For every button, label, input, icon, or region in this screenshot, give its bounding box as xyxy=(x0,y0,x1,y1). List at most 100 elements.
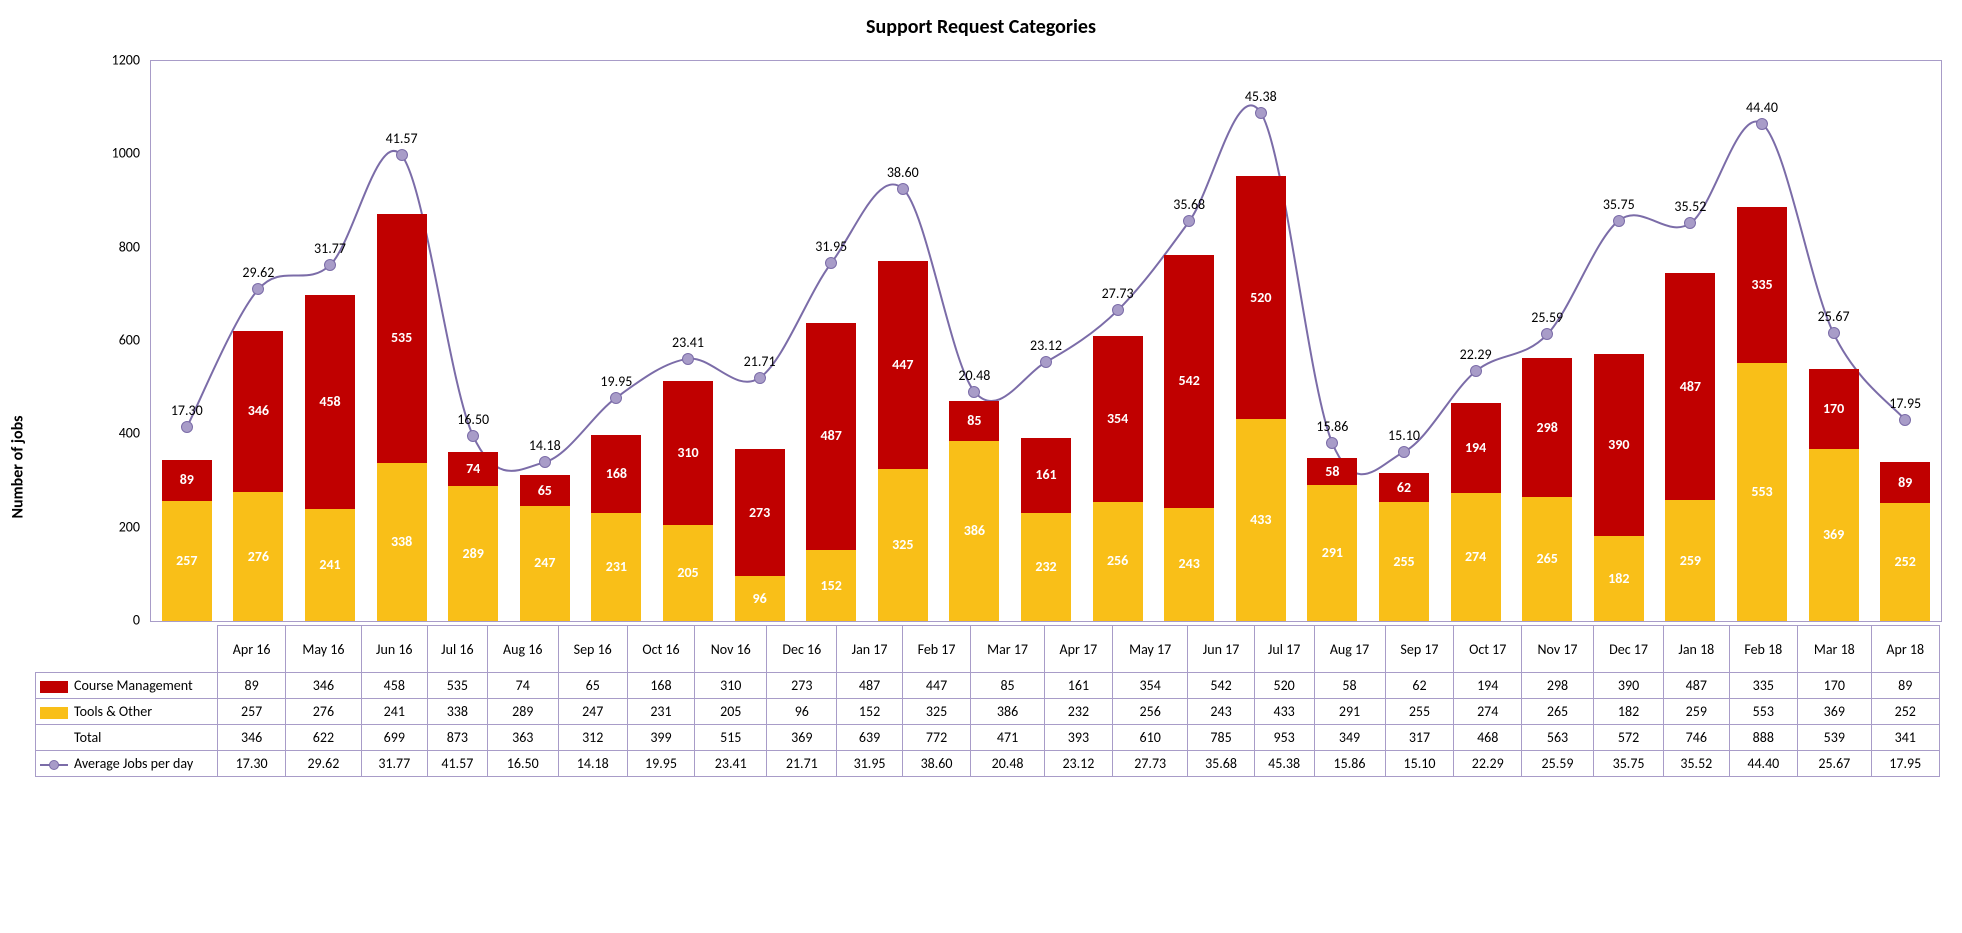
bar-value-label: 298 xyxy=(1522,419,1572,436)
line-value-label: 17.30 xyxy=(171,402,203,419)
y-tick: 1000 xyxy=(112,145,140,162)
table-cell: 256 xyxy=(1113,699,1188,725)
bar-value-label: 291 xyxy=(1307,544,1357,561)
legend-cell: Total xyxy=(36,725,218,751)
legend-label: Total xyxy=(74,729,101,746)
line-marker xyxy=(968,386,980,398)
bar-value-label: 247 xyxy=(520,554,570,571)
line-value-label: 19.95 xyxy=(600,373,632,390)
table-cell: 25.67 xyxy=(1798,751,1871,777)
y-axis-label: Number of jobs xyxy=(9,415,28,518)
line-value-label: 27.73 xyxy=(1102,285,1134,302)
table-cell: 255 xyxy=(1385,699,1454,725)
table-cell: 243 xyxy=(1188,699,1254,725)
category-header: May 16 xyxy=(286,626,361,673)
table-cell: 205 xyxy=(695,699,767,725)
line-value-label: 23.12 xyxy=(1030,337,1062,354)
table-cell: 41.57 xyxy=(427,751,487,777)
category-header: Apr 17 xyxy=(1044,626,1112,673)
table-cell: 520 xyxy=(1254,673,1314,699)
table-cell: 259 xyxy=(1664,699,1729,725)
bar-value-label: 487 xyxy=(1665,378,1715,395)
bar-value-label: 232 xyxy=(1021,558,1071,575)
table-cell: 699 xyxy=(361,725,427,751)
table-cell: 873 xyxy=(427,725,487,751)
table-cell: 58 xyxy=(1314,673,1385,699)
table-cell: 85 xyxy=(971,673,1044,699)
table-cell: 341 xyxy=(1871,725,1939,751)
table-cell: 746 xyxy=(1664,725,1729,751)
table-cell: 888 xyxy=(1729,725,1798,751)
table-cell: 369 xyxy=(767,725,837,751)
bar-value-label: 241 xyxy=(305,556,355,573)
bar-value-label: 65 xyxy=(520,482,570,499)
bar-value-label: 58 xyxy=(1307,463,1357,480)
table-cell: 349 xyxy=(1314,725,1385,751)
table-cell: 45.38 xyxy=(1254,751,1314,777)
bar-value-label: 346 xyxy=(233,402,283,419)
line-value-label: 20.48 xyxy=(958,367,990,384)
category-header: Jan 18 xyxy=(1664,626,1729,673)
table-cell: 363 xyxy=(487,725,558,751)
category-header: Jun 17 xyxy=(1188,626,1254,673)
table-cell: 27.73 xyxy=(1113,751,1188,777)
table-row: Average Jobs per day17.3029.6231.7741.57… xyxy=(36,751,1940,777)
line-marker xyxy=(1470,365,1482,377)
line-marker xyxy=(1541,328,1553,340)
table-cell: 393 xyxy=(1044,725,1112,751)
table-cell: 19.95 xyxy=(627,751,695,777)
line-marker xyxy=(1398,446,1410,458)
line-value-label: 25.59 xyxy=(1531,309,1563,326)
table-cell: 16.50 xyxy=(487,751,558,777)
bar-value-label: 252 xyxy=(1880,553,1930,570)
bar-value-label: 256 xyxy=(1093,552,1143,569)
bar-value-label: 274 xyxy=(1451,548,1501,565)
table-row: Total34662269987336331239951536963977247… xyxy=(36,725,1940,751)
line-marker xyxy=(610,392,622,404)
table-row: Course Management89346458535746516831027… xyxy=(36,673,1940,699)
legend-cell: Average Jobs per day xyxy=(36,751,218,777)
bar-value-label: 520 xyxy=(1236,289,1286,306)
legend-label: Tools & Other xyxy=(74,703,152,720)
line-marker xyxy=(181,421,193,433)
line-marker xyxy=(825,257,837,269)
table-header-row: Apr 16May 16Jun 16Jul 16Aug 16Sep 16Oct … xyxy=(36,626,1940,673)
bar-value-label: 243 xyxy=(1164,555,1214,572)
line-marker xyxy=(1112,304,1124,316)
line-marker xyxy=(682,353,694,365)
table-cell: 386 xyxy=(971,699,1044,725)
avg-line xyxy=(187,105,1905,474)
table-cell: 22.29 xyxy=(1454,751,1522,777)
line-value-label: 29.62 xyxy=(242,264,274,281)
line-marker xyxy=(1183,215,1195,227)
table-cell: 338 xyxy=(427,699,487,725)
category-header: Aug 16 xyxy=(487,626,558,673)
line-marker xyxy=(396,149,408,161)
line-marker xyxy=(1756,118,1768,130)
table-cell: 369 xyxy=(1798,699,1871,725)
bar-value-label: 310 xyxy=(663,444,713,461)
table-cell: 553 xyxy=(1729,699,1798,725)
bar-value-label: 354 xyxy=(1093,410,1143,427)
category-header: Dec 17 xyxy=(1594,626,1664,673)
table-cell: 31.95 xyxy=(837,751,902,777)
line-marker xyxy=(1684,217,1696,229)
table-cell: 563 xyxy=(1522,725,1594,751)
category-header: Aug 17 xyxy=(1314,626,1385,673)
table-cell: 96 xyxy=(767,699,837,725)
bar-value-label: 338 xyxy=(377,533,427,550)
plot-area: 2578917.3027634629.6224145831.7733853541… xyxy=(150,60,1942,622)
category-header: May 17 xyxy=(1113,626,1188,673)
category-header: Feb 18 xyxy=(1729,626,1798,673)
table-cell: 29.62 xyxy=(286,751,361,777)
table-cell: 21.71 xyxy=(767,751,837,777)
table-cell: 390 xyxy=(1594,673,1664,699)
category-header: Apr 16 xyxy=(218,626,286,673)
line-marker xyxy=(1255,107,1267,119)
line-value-label: 15.10 xyxy=(1388,427,1420,444)
table-cell: 232 xyxy=(1044,699,1112,725)
line-marker xyxy=(897,183,909,195)
bar-value-label: 170 xyxy=(1809,400,1859,417)
table-cell: 317 xyxy=(1385,725,1454,751)
table-cell: 458 xyxy=(361,673,427,699)
